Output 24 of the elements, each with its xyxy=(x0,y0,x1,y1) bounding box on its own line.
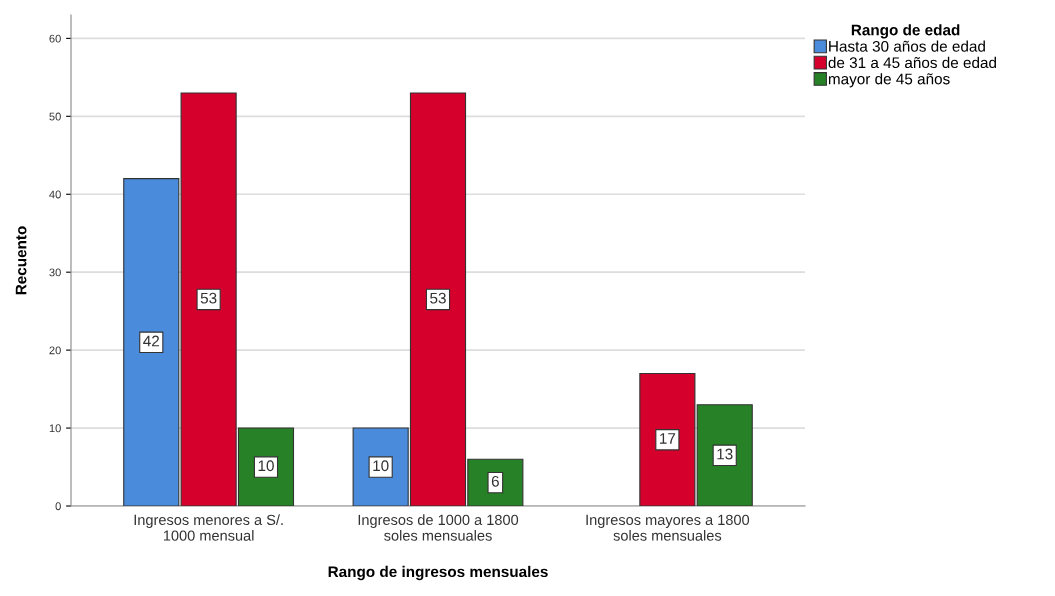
y-tick-label: 10 xyxy=(49,424,61,433)
data-label: 6 xyxy=(491,475,499,487)
data-label: 17 xyxy=(660,433,676,444)
y-tick-label: 0 xyxy=(55,502,61,511)
y-tick-label: 40 xyxy=(49,190,61,199)
legend-label: de 31 a 45 años de edad xyxy=(828,56,996,69)
data-label: 53 xyxy=(200,292,217,304)
data-label: 53 xyxy=(430,292,446,304)
legend-label: Hasta 30 años de edad xyxy=(829,40,985,52)
y-tick-label: 60 xyxy=(49,34,61,43)
y-tick-label: 20 xyxy=(49,346,61,355)
legend-title: Rango de edad xyxy=(851,24,960,39)
data-label: 10 xyxy=(373,460,389,472)
x-tick-label: Ingresos mayores a 1800 soles mensuales xyxy=(586,514,750,541)
data-label: 10 xyxy=(258,460,274,472)
x-tick-label: Ingresos menores a S/. 1000 mensual xyxy=(134,514,283,541)
y-axis-title: Recuento xyxy=(15,226,27,295)
y-tick-label: 50 xyxy=(49,112,61,121)
y-tick-label: 30 xyxy=(49,268,61,277)
x-tick-label: Ingresos de 1000 a 1800 soles mensuales xyxy=(358,514,519,541)
x-axis-title: Rango de ingresos mensuales xyxy=(328,565,548,581)
data-label: 13 xyxy=(717,448,733,460)
legend-label: mayor de 45 años xyxy=(828,73,950,88)
data-label: 42 xyxy=(143,335,160,347)
